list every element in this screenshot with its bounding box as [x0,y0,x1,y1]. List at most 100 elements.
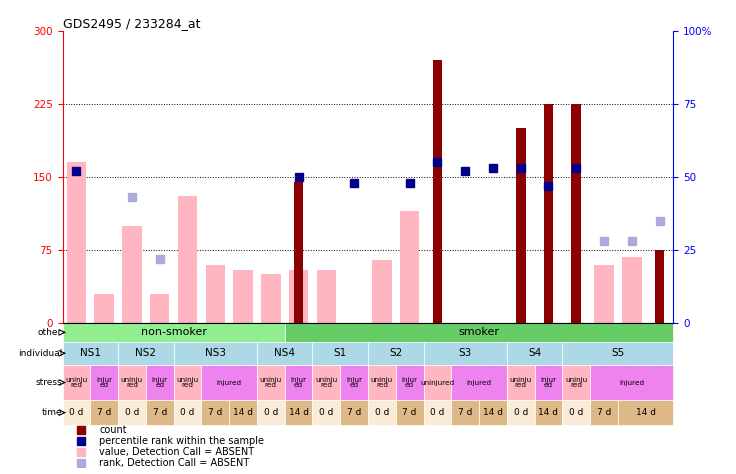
Text: non-smoker: non-smoker [141,328,207,337]
Text: NS2: NS2 [135,348,156,358]
Bar [396,365,423,400]
Text: uninju
red: uninju red [315,377,338,388]
Bar [257,342,313,365]
Text: 0 d: 0 d [69,408,84,417]
Text: 0 d: 0 d [125,408,139,417]
Bar [451,365,507,400]
Bar [340,400,368,425]
Bar [368,342,423,365]
Bar [118,342,174,365]
Text: other: other [38,328,62,337]
Bar [285,400,313,425]
Bar [63,365,91,400]
Bar [340,365,368,400]
Bar [146,365,174,400]
Bar [423,400,451,425]
Bar [202,365,257,400]
Text: uninju
red: uninju red [260,377,282,388]
Text: 14 d: 14 d [539,408,559,417]
Text: uninjured: uninjured [420,380,455,385]
Text: uninju
red: uninju red [565,377,587,388]
Text: uninju
red: uninju red [371,377,393,388]
Text: stress: stress [35,378,62,387]
Bar [571,104,581,323]
Text: value, Detection Call = ABSENT: value, Detection Call = ABSENT [99,447,255,457]
Text: uninju
red: uninju red [121,377,143,388]
Text: uninju
red: uninju red [66,377,88,388]
Bar [229,400,257,425]
Bar [233,270,252,323]
Bar [91,400,118,425]
Bar [174,342,257,365]
Bar [507,342,562,365]
Bar [202,400,229,425]
Text: 0 d: 0 d [514,408,528,417]
Bar [94,294,114,323]
Bar [91,365,118,400]
Bar [289,270,308,323]
Bar [655,250,665,323]
Bar [594,264,614,323]
Bar [590,365,673,400]
Text: count: count [99,425,127,435]
Bar [423,342,507,365]
Bar [618,400,673,425]
Text: 0 d: 0 d [319,408,333,417]
Bar [507,365,534,400]
Bar [313,365,340,400]
Text: injured: injured [619,380,644,385]
Text: S3: S3 [459,348,472,358]
Text: 7 d: 7 d [152,408,167,417]
Bar [507,400,534,425]
Text: 0 d: 0 d [375,408,389,417]
Bar [372,260,392,323]
Text: 0 d: 0 d [569,408,584,417]
Bar [63,323,285,342]
Bar [261,274,280,323]
Text: 7 d: 7 d [597,408,611,417]
Text: injured: injured [216,380,241,385]
Text: injur
ed: injur ed [291,377,307,388]
Text: 7 d: 7 d [208,408,222,417]
Text: smoker: smoker [459,328,500,337]
Text: NS4: NS4 [275,348,295,358]
Bar [313,400,340,425]
Text: individual: individual [18,349,62,358]
Text: injur
ed: injur ed [402,377,418,388]
Bar [313,342,368,365]
Bar [294,182,303,323]
Text: injur
ed: injur ed [152,377,168,388]
Bar [590,400,618,425]
Bar [562,342,673,365]
Bar [534,365,562,400]
Bar [257,400,285,425]
Text: 14 d: 14 d [233,408,253,417]
Text: injur
ed: injur ed [96,377,113,388]
Text: 7 d: 7 d [403,408,417,417]
Text: injur
ed: injur ed [540,377,556,388]
Bar [67,163,86,323]
Bar [63,400,91,425]
Bar [516,128,526,323]
Text: S4: S4 [528,348,541,358]
Bar [433,60,442,323]
Text: percentile rank within the sample: percentile rank within the sample [99,436,264,446]
Text: 7 d: 7 d [347,408,361,417]
Text: 7 d: 7 d [458,408,473,417]
Bar [368,400,396,425]
Bar [122,226,142,323]
Bar [368,365,396,400]
Text: S5: S5 [612,348,625,358]
Bar [257,365,285,400]
Bar [479,400,507,425]
Text: 0 d: 0 d [431,408,445,417]
Text: injured: injured [467,380,492,385]
Bar [174,365,202,400]
Bar [118,365,146,400]
Text: GDS2495 / 233284_at: GDS2495 / 233284_at [63,17,200,30]
Bar [285,323,673,342]
Bar [150,294,169,323]
Text: NS1: NS1 [79,348,101,358]
Text: uninju
red: uninju red [509,377,532,388]
Bar [562,365,590,400]
